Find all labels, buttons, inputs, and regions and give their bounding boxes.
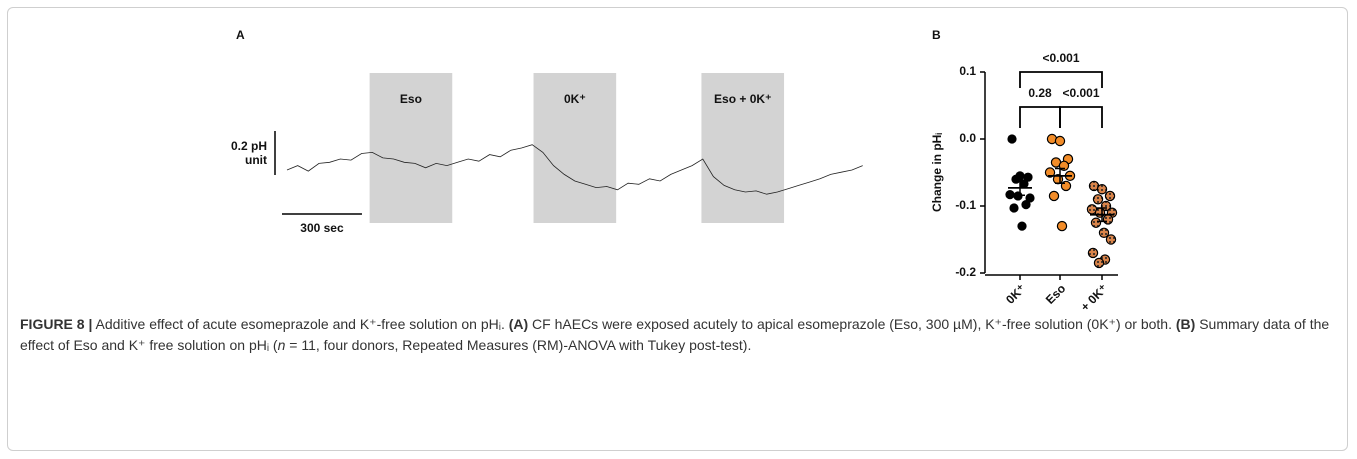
x-tick-label: 0K⁺: [1003, 281, 1028, 306]
data-point: [1054, 135, 1066, 147]
y-scale-label: 0.2 pH: [231, 139, 267, 153]
data-point: [1087, 247, 1099, 259]
caption-text: (B): [1175, 316, 1196, 332]
y-tick-label: 0.1: [959, 64, 976, 78]
figure-frame: [7, 7, 1348, 451]
data-point: [1025, 193, 1035, 203]
data-point: [1102, 214, 1114, 225]
error-bar: [1015, 179, 1025, 197]
y-tick-label: 0.0: [959, 131, 976, 145]
p-value: 0.28: [1028, 86, 1052, 100]
significance-bracket: [1059, 106, 1103, 128]
data-point: [1056, 220, 1068, 232]
data-point: [1104, 190, 1116, 202]
x-tick-label: Eso + 0K⁺: [1060, 281, 1110, 310]
data-point: [1021, 200, 1031, 210]
data-point: [1093, 257, 1105, 269]
trace: [286, 144, 863, 195]
y-scale-label: unit: [245, 153, 267, 167]
period-label: Eso: [400, 92, 422, 106]
data-point: [1098, 227, 1110, 238]
error-bar: [1097, 207, 1107, 223]
data-point: [1011, 174, 1021, 184]
data-point: [1044, 167, 1056, 178]
caption-text: n: [277, 337, 286, 353]
data-point: [1092, 194, 1104, 205]
caption: FIGURE 8 | Additive effect of acute esom…: [20, 314, 1338, 356]
caption-text: (A): [508, 316, 529, 332]
data-point: [1017, 221, 1027, 231]
period-label: 0K⁺: [564, 92, 586, 106]
data-point: [1023, 172, 1033, 182]
stimulus-period: [533, 73, 617, 223]
data-point: [1048, 190, 1060, 202]
y-tick-label: -0.1: [955, 198, 976, 212]
y-axis-label: Change in pHᵢ: [930, 133, 944, 212]
caption-text: Additive effect of acute esomeprazole an…: [92, 316, 509, 332]
data-point: [1090, 217, 1102, 228]
stimulus-period: [369, 73, 453, 223]
data-point: [1007, 134, 1017, 144]
significance-bracket: [1019, 106, 1061, 128]
x-scale-label: 300 sec: [300, 221, 344, 235]
significance-bracket: [1019, 71, 1103, 88]
caption-text: = 11, four donors, Repeated Measures (RM…: [285, 337, 752, 353]
caption-text: CF hAECs were exposed acutely to apical …: [528, 316, 1176, 332]
data-point: [1094, 207, 1106, 218]
p-value: <0.001: [1062, 86, 1099, 100]
data-point: [1019, 179, 1029, 189]
x-tick-label: Eso: [1043, 281, 1068, 306]
caption-text: FIGURE 8 |: [20, 316, 93, 332]
data-point: [1005, 190, 1015, 200]
p-value: <0.001: [1042, 51, 1079, 65]
panel-label: A: [236, 28, 245, 42]
data-point: [1096, 184, 1108, 195]
panel-label: B: [932, 28, 941, 42]
error-bar: [1055, 167, 1065, 184]
caption-text: Summary data of the effect of Eso and K⁺…: [20, 316, 1330, 353]
period-label: Eso + 0K⁺: [714, 92, 771, 106]
data-point: [1009, 203, 1019, 213]
stimulus-period: [701, 73, 785, 223]
y-tick-label: -0.2: [955, 265, 976, 279]
data-point: [1105, 234, 1117, 245]
